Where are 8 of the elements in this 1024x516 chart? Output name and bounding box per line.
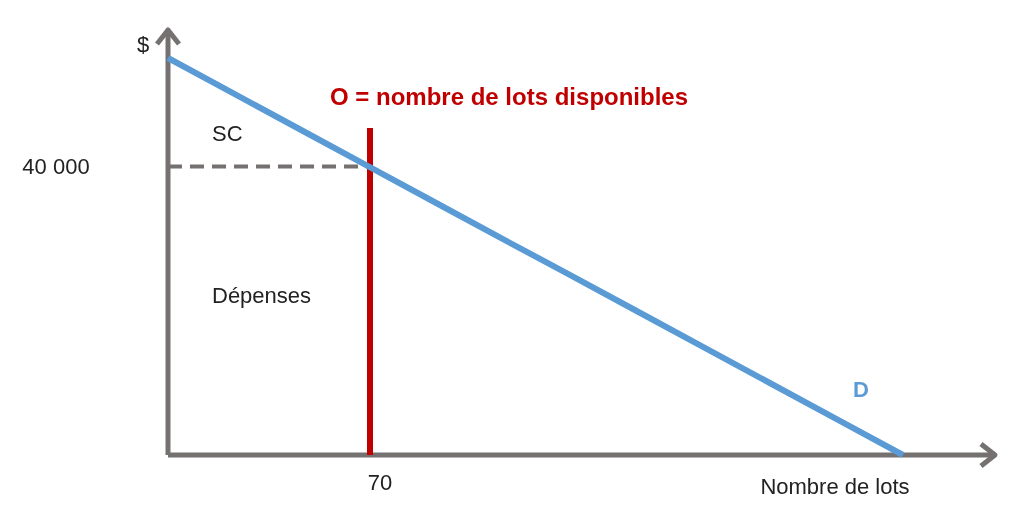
annotation: O = nombre de lots disponibles: [330, 83, 689, 110]
series-label: D: [853, 377, 869, 402]
annotation: SC: [212, 121, 243, 146]
y-axis-title: $: [136, 32, 150, 57]
x-axis-title: Nombre de lots: [760, 474, 910, 499]
annotation: Dépenses: [212, 283, 312, 308]
text: 40 000: [22, 154, 90, 180]
text: 70: [367, 470, 393, 495]
